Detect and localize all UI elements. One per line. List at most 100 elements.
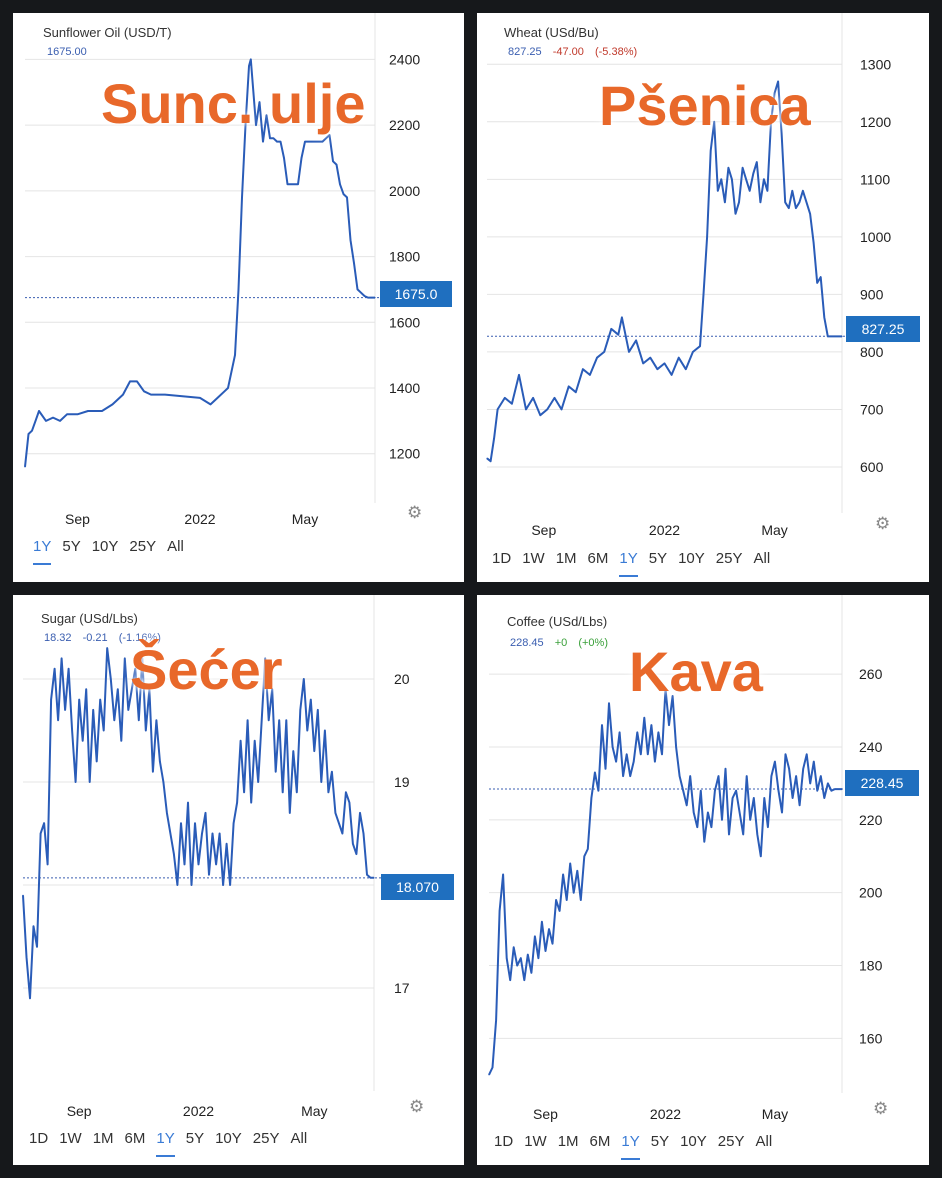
range-option-5y[interactable]: 5Y bbox=[185, 1130, 205, 1147]
data-point bbox=[159, 760, 161, 763]
range-option-all[interactable]: All bbox=[755, 1133, 773, 1150]
y-tick-label: 1000 bbox=[860, 229, 891, 245]
data-point bbox=[752, 172, 754, 175]
y-tick-label: 200 bbox=[859, 885, 883, 901]
data-point bbox=[696, 826, 698, 828]
data-point bbox=[569, 862, 571, 865]
range-option-1w[interactable]: 1W bbox=[59, 1130, 82, 1147]
range-option-10y[interactable]: 10Y bbox=[215, 1130, 242, 1147]
data-point bbox=[131, 688, 133, 690]
gear-icon[interactable]: ⚙ bbox=[875, 514, 891, 533]
data-point bbox=[296, 791, 298, 793]
data-point bbox=[27, 433, 30, 435]
range-option-6m[interactable]: 6M bbox=[587, 550, 609, 567]
range-option-25y[interactable]: 25Y bbox=[715, 550, 743, 567]
data-point bbox=[731, 178, 733, 180]
data-point bbox=[25, 956, 28, 958]
data-point bbox=[362, 832, 365, 835]
range-option-5y[interactable]: 5Y bbox=[62, 538, 81, 555]
data-point bbox=[734, 213, 737, 215]
data-point bbox=[199, 397, 201, 399]
range-option-10y[interactable]: 10Y bbox=[680, 1133, 707, 1150]
gear-icon[interactable]: ⚙ bbox=[407, 503, 423, 522]
range-option-25y[interactable]: 25Y bbox=[129, 538, 157, 555]
data-point bbox=[68, 668, 70, 670]
data-point bbox=[285, 719, 287, 721]
price-change-pct: (-1.16%) bbox=[118, 632, 161, 644]
gear-icon[interactable]: ⚙ bbox=[409, 1097, 425, 1116]
range-option-all[interactable]: All bbox=[290, 1130, 308, 1147]
data-point bbox=[335, 163, 338, 166]
data-point bbox=[331, 771, 333, 773]
range-option-all[interactable]: All bbox=[753, 550, 771, 567]
data-point bbox=[241, 196, 243, 199]
data-point bbox=[148, 688, 150, 690]
data-point bbox=[299, 709, 301, 711]
range-option-1d[interactable]: 1D bbox=[29, 1130, 49, 1147]
range-option-1y[interactable]: 1Y bbox=[156, 1130, 175, 1157]
data-point bbox=[53, 668, 56, 670]
data-point bbox=[76, 413, 79, 415]
data-point bbox=[820, 276, 822, 278]
data-point bbox=[276, 140, 278, 143]
data-point bbox=[656, 368, 658, 370]
data-point bbox=[713, 121, 715, 123]
data-point bbox=[685, 368, 687, 370]
range-option-1y[interactable]: 1Y bbox=[33, 538, 52, 565]
y-tick-label: 20 bbox=[394, 671, 410, 687]
data-point bbox=[753, 797, 755, 799]
data-point bbox=[678, 357, 680, 359]
data-point bbox=[573, 892, 575, 894]
data-point bbox=[317, 709, 319, 711]
range-option-6m[interactable]: 6M bbox=[589, 1133, 611, 1150]
range-option-6m[interactable]: 6M bbox=[124, 1130, 146, 1147]
data-point bbox=[155, 719, 157, 721]
data-point bbox=[39, 832, 42, 835]
data-point bbox=[756, 161, 758, 163]
data-point bbox=[349, 239, 352, 241]
range-option-1w[interactable]: 1W bbox=[522, 550, 545, 567]
range-option-1m[interactable]: 1M bbox=[92, 1130, 114, 1147]
data-point bbox=[837, 788, 840, 790]
y-tick-label: 900 bbox=[860, 286, 884, 302]
range-option-1m[interactable]: 1M bbox=[555, 550, 577, 567]
range-option-1y[interactable]: 1Y bbox=[621, 1133, 640, 1160]
data-point bbox=[366, 874, 368, 876]
range-option-25y[interactable]: 25Y bbox=[252, 1130, 280, 1147]
data-point bbox=[120, 740, 122, 742]
range-option-all[interactable]: All bbox=[167, 538, 184, 555]
data-point bbox=[300, 157, 303, 159]
data-point bbox=[290, 183, 292, 185]
range-option-1d[interactable]: 1D bbox=[494, 1133, 514, 1150]
data-point bbox=[310, 699, 312, 701]
range-option-1w[interactable]: 1W bbox=[524, 1133, 547, 1150]
range-option-10y[interactable]: 10Y bbox=[678, 550, 705, 567]
data-point bbox=[532, 397, 534, 399]
data-point bbox=[176, 884, 179, 886]
data-point bbox=[589, 374, 591, 376]
range-option-25y[interactable]: 25Y bbox=[717, 1133, 745, 1150]
data-point bbox=[661, 753, 663, 755]
range-option-5y[interactable]: 5Y bbox=[650, 1133, 670, 1150]
y-tick-label: 2000 bbox=[389, 183, 420, 199]
range-option-10y[interactable]: 10Y bbox=[91, 538, 119, 555]
data-point bbox=[311, 140, 313, 143]
range-option-5y[interactable]: 5Y bbox=[648, 550, 668, 567]
range-option-1m[interactable]: 1M bbox=[557, 1133, 579, 1150]
data-point bbox=[539, 414, 541, 416]
range-option-1d[interactable]: 1D bbox=[492, 550, 512, 567]
x-tick-label: Sep bbox=[65, 511, 90, 527]
data-point bbox=[777, 790, 780, 792]
range-option-1y[interactable]: 1Y bbox=[619, 550, 638, 577]
data-point bbox=[150, 393, 152, 396]
data-point bbox=[739, 811, 741, 814]
data-point bbox=[117, 688, 119, 690]
gear-icon[interactable]: ⚙ bbox=[873, 1099, 889, 1118]
data-point bbox=[628, 351, 630, 353]
data-point bbox=[325, 137, 327, 139]
data-point bbox=[717, 775, 720, 777]
x-tick-label: 2022 bbox=[183, 1103, 214, 1119]
data-point bbox=[546, 408, 548, 411]
data-point bbox=[504, 397, 506, 399]
data-point bbox=[250, 802, 252, 804]
